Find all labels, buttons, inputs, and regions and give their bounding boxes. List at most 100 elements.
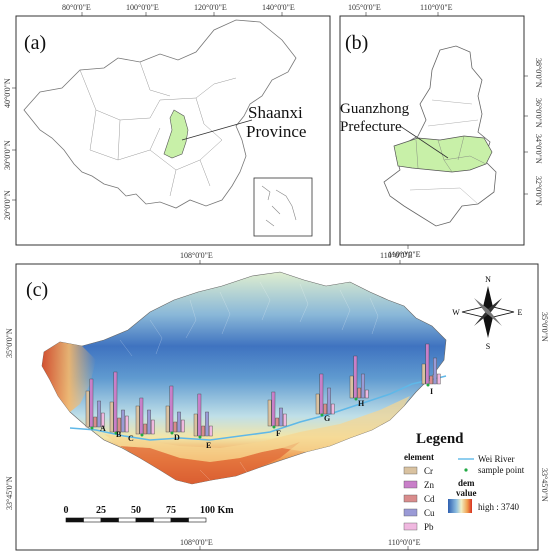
bar-pb [100, 412, 105, 428]
compass-north-point [483, 286, 493, 312]
site-label-g: G [324, 414, 330, 423]
bar-cu [147, 409, 151, 435]
panel-b-bottom-ticks: 110°0'0"E [388, 245, 421, 259]
scale-bar-label: 50 [131, 505, 141, 516]
bar-zn [271, 391, 276, 427]
panel-b-right-ticks: 38°0'0"N 36°0'0"N 34°0'0"N 32°0'0"N [524, 58, 543, 206]
sample-point [170, 431, 174, 435]
sample-point [272, 425, 276, 429]
shaanxi-north-borders [409, 99, 479, 205]
bar-pb [124, 415, 129, 433]
legend-dem-high: high : 3740 [478, 502, 520, 512]
shaanxi-callout-line1: Shaanxi [248, 103, 303, 122]
legend-swatch-cr [403, 466, 418, 475]
bar-zn [169, 385, 174, 433]
site-label-h: H [358, 399, 365, 408]
panel-a-top-tick-label: 80°0'0"E [62, 3, 91, 12]
sample-point [140, 433, 144, 437]
sample-point [354, 397, 358, 401]
panel-c-bottom-tick-label: 108°0'0"E [180, 538, 213, 547]
bar-cr [421, 363, 426, 385]
scale-bar-label: 0 [64, 505, 69, 516]
site-bar-group [135, 397, 155, 437]
legend-sample-label: sample point [478, 465, 525, 475]
bar-cr [267, 399, 272, 427]
site-bar-group [109, 371, 129, 435]
panel-b-top-tick-label: 105°0'0"E [348, 3, 381, 12]
legend-swatch-zn [403, 480, 418, 489]
sample-point [426, 383, 430, 387]
legend: Legend element Cr Zn Cd Cu Pb Wei River samp… [403, 431, 525, 532]
legend-swatch-cd [403, 494, 418, 503]
legend-label-zn: Zn [424, 480, 434, 490]
south-china-sea-inset [253, 177, 313, 237]
shaanxi-outline [383, 45, 497, 227]
site-label-i: I [430, 387, 433, 396]
scale-bar-segment [65, 517, 84, 523]
bar-cr [165, 405, 170, 433]
bar-cr [135, 405, 140, 435]
panel-a-top-ticks: 80°0'0"E 100°0'0"E 120°0'0"E 140°0'0"E [62, 3, 295, 16]
panel-b-right-tick-label: 38°0'0"N [534, 58, 543, 88]
site-bar-group [85, 378, 105, 430]
bar-cu [279, 407, 283, 427]
site-label-b: B [116, 430, 122, 439]
bar-pb [283, 413, 287, 427]
panel-a-left-ticks: 40°0'0"N 30°0'0"N 20°0'0"N [3, 78, 16, 220]
panel-a-top-tick-label: 100°0'0"E [126, 3, 159, 12]
sample-point [320, 413, 324, 417]
compass-w: W [452, 308, 460, 317]
panel-b-right-tick-label: 36°0'0"N [534, 98, 543, 128]
scale-bar-segment [118, 517, 137, 523]
scale-bar-label: 100 Km [200, 505, 234, 516]
panel-a-label: (a) [24, 32, 46, 54]
panel-b-bottom-tick-label: 110°0'0"E [388, 250, 421, 259]
scale-bar-segment [100, 517, 119, 523]
bar-cu [433, 357, 437, 385]
guanzhong-highlight [393, 135, 493, 173]
bar-zn [353, 355, 358, 399]
bar-pb [208, 425, 213, 437]
legend-label-cr: Cr [424, 466, 433, 476]
bar-cu [97, 400, 101, 428]
panel-b-right-tick-label: 34°0'0"N [534, 134, 543, 164]
panel-c-bottom-tick-label: 110°0'0"E [388, 538, 421, 547]
panel-c-right-tick-label: 33°45'0"N [540, 468, 549, 502]
panel-c-top-tick-label: 108°0'0"E [180, 251, 213, 260]
site-label-e: E [206, 441, 211, 450]
panel-a-top-tick-label: 120°0'0"E [194, 3, 227, 12]
legend-element-list: Cr Zn Cd Cu Pb [403, 466, 435, 532]
wei-river [69, 375, 447, 441]
panel-c-left-tick-label: 33°45'0"N [5, 476, 14, 510]
panel-c-right-ticks: 35°0'0"N 33°45'0"N [540, 312, 549, 502]
legend-swatch-cu [403, 508, 418, 517]
site-bar-group [165, 385, 185, 435]
province-borders [79, 61, 237, 197]
panel-b-top-ticks: 105°0'0"E 110°0'0"E [348, 3, 453, 16]
bar-cu [177, 411, 181, 433]
guanzhong-callout-line1: Guanzhong [340, 101, 410, 117]
site-bar-group [193, 393, 213, 439]
shaanxi-highlight [163, 109, 189, 159]
china-outline [23, 19, 297, 209]
legend-element-heading: element [404, 452, 434, 462]
legend-title: Legend [416, 431, 464, 447]
legend-swatch-pb [403, 522, 418, 531]
panel-c-top-tick-label: 110°0'0"E [380, 251, 413, 260]
qinling-mountains [120, 442, 300, 484]
inset-islands [261, 185, 297, 227]
scale-bar-segment [188, 517, 207, 523]
panel-c-left-ticks: 35°0'0"N 33°45'0"N [5, 328, 14, 510]
element-bar-charts [85, 343, 441, 439]
legend-label-pb: Pb [424, 522, 434, 532]
shaanxi-callout-line2: Province [246, 122, 306, 141]
site-label-a: A [100, 424, 106, 433]
qinling-foothills [104, 396, 410, 462]
bar-cd [275, 417, 280, 427]
panel-c: 108°0'0"E 110°0'0"E 108°0'0"E 110°0'0"E 35… [5, 251, 549, 551]
compass-s: S [486, 342, 490, 351]
scale-bar: 0 25 50 75 100 Km [64, 505, 234, 523]
site-bar-group [421, 343, 441, 387]
scale-bar-segment [170, 517, 189, 523]
site-bar-group [315, 373, 335, 417]
